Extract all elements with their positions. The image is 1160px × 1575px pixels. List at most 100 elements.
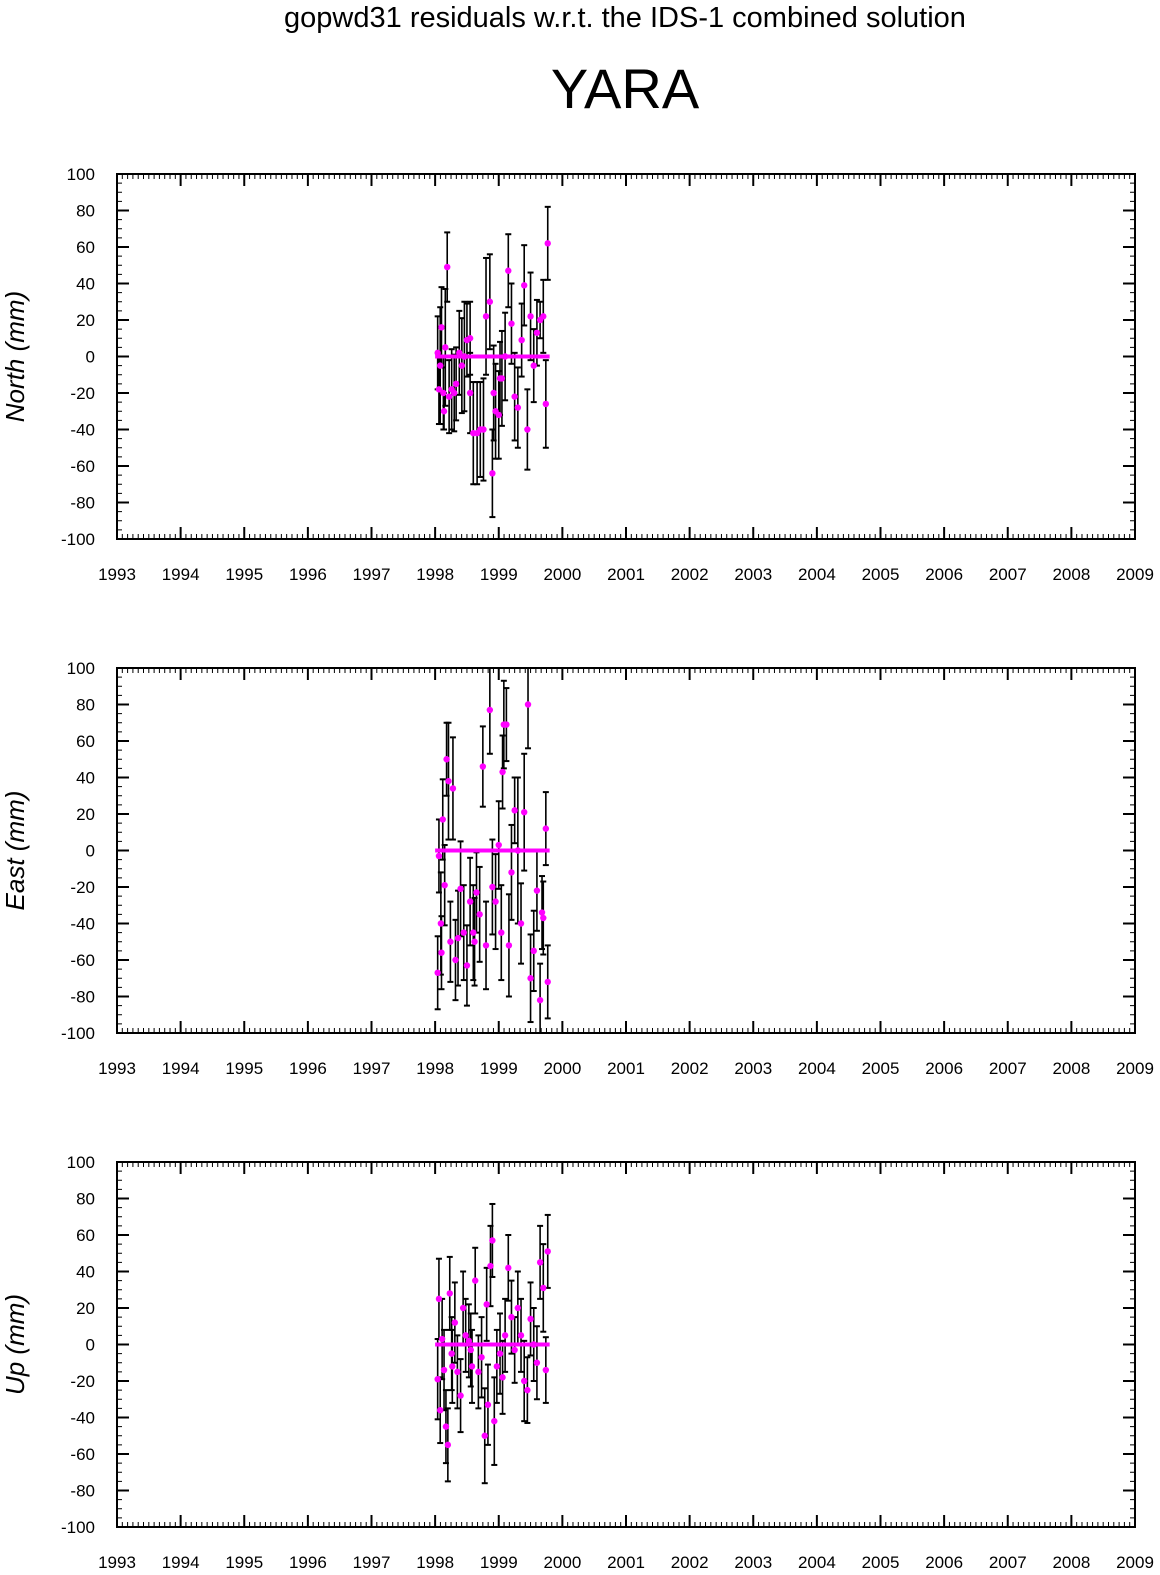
data-point	[538, 909, 546, 916]
data-point	[442, 344, 449, 351]
data-point	[445, 777, 452, 785]
x-tick-label: 1999	[480, 565, 518, 584]
data-point	[542, 825, 550, 832]
y-axis-label: North (mm)	[0, 291, 30, 422]
data-point	[482, 942, 490, 949]
x-tick-label: 2005	[862, 565, 900, 584]
y-tick-label: 80	[76, 696, 95, 715]
data-point	[501, 1332, 509, 1339]
y-tick-label: 100	[67, 165, 95, 184]
x-tick-label: 2009	[1116, 565, 1154, 584]
data-point	[489, 470, 496, 477]
x-tick-label: 1997	[353, 565, 391, 584]
data-point	[435, 386, 443, 393]
x-tick-label: 2004	[798, 1059, 836, 1078]
x-tick-label: 2003	[734, 1553, 772, 1572]
data-layer	[434, 205, 551, 519]
x-tick-label: 2002	[671, 1059, 709, 1078]
data-layer	[434, 1202, 551, 1485]
y-tick-label: 0	[86, 842, 95, 861]
y-tick-label: 40	[76, 1263, 95, 1282]
y-tick-label: 80	[76, 1190, 95, 1209]
data-point	[495, 841, 502, 849]
data-point	[530, 362, 537, 369]
data-point	[482, 313, 490, 320]
data-point	[542, 400, 550, 408]
data-point	[466, 335, 474, 342]
data-point	[527, 975, 534, 982]
y-tick-label: 40	[76, 769, 95, 788]
x-tick-label: 2008	[1052, 565, 1090, 584]
data-point	[434, 969, 441, 976]
data-point	[542, 1366, 550, 1374]
data-point	[486, 706, 494, 714]
data-point	[533, 887, 541, 894]
data-point	[452, 956, 459, 964]
data-point	[514, 404, 522, 411]
x-tick-label: 2004	[798, 1553, 836, 1572]
y-tick-label: 60	[76, 1226, 95, 1245]
data-point	[492, 898, 499, 905]
y-tick-label: -20	[70, 878, 95, 897]
data-point	[479, 763, 487, 770]
data-point	[517, 920, 525, 927]
data-point	[449, 785, 457, 792]
data-point	[524, 701, 532, 708]
x-tick-label: 1994	[162, 1553, 200, 1572]
data-point	[508, 1313, 515, 1321]
x-tick-label: 1996	[289, 1553, 327, 1572]
data-point	[451, 1319, 459, 1326]
data-point	[530, 947, 537, 955]
data-point	[527, 313, 534, 320]
y-tick-label: -60	[70, 457, 95, 476]
y-tick-label: 20	[76, 805, 95, 824]
data-point	[540, 313, 547, 320]
data-point	[533, 1359, 541, 1366]
data-point	[524, 1386, 531, 1394]
data-point	[444, 263, 451, 271]
data-point	[448, 1350, 455, 1357]
data-point	[493, 1363, 501, 1370]
x-tick-label: 2006	[925, 565, 963, 584]
data-point	[498, 929, 505, 936]
data-point	[536, 996, 544, 1004]
data-point	[514, 1304, 522, 1312]
x-tick-label: 2007	[989, 565, 1027, 584]
data-point	[505, 942, 513, 949]
y-tick-label: 80	[76, 202, 95, 221]
data-point	[533, 329, 541, 336]
x-tick-label: 1995	[225, 565, 263, 584]
data-point	[540, 1284, 547, 1292]
plot-frame	[116, 1161, 1136, 1528]
x-tick-label: 2003	[734, 1059, 772, 1078]
data-point	[438, 1335, 446, 1343]
x-tick-label: 2001	[607, 1553, 645, 1572]
x-tick-label: 1998	[416, 565, 454, 584]
data-point	[466, 898, 474, 905]
y-tick-label: -80	[70, 494, 95, 513]
data-point	[459, 1304, 467, 1312]
y-tick-label: 0	[86, 1336, 95, 1355]
x-tick-label: 2002	[671, 1553, 709, 1572]
data-point	[468, 1363, 476, 1370]
data-point	[454, 1368, 461, 1376]
y-tick-label: -20	[70, 384, 95, 403]
data-point	[527, 1315, 534, 1323]
data-point	[521, 1377, 528, 1385]
x-tick-label: 2008	[1052, 1059, 1090, 1078]
data-point	[536, 1259, 544, 1266]
data-point	[440, 1366, 448, 1374]
x-tick-label: 1996	[289, 565, 327, 584]
data-point	[518, 336, 525, 344]
data-point	[499, 768, 506, 776]
data-point	[489, 1237, 496, 1244]
data-point	[544, 978, 551, 986]
x-tick-label: 2005	[862, 1059, 900, 1078]
y-tick-label: -100	[61, 1024, 95, 1043]
x-tick-label: 2007	[989, 1059, 1027, 1078]
data-point	[457, 885, 464, 893]
plot-frame	[116, 667, 1136, 1034]
y-axis-label: Up (mm)	[0, 1294, 30, 1395]
data-point	[458, 362, 466, 369]
y-tick-label: -40	[70, 915, 95, 934]
